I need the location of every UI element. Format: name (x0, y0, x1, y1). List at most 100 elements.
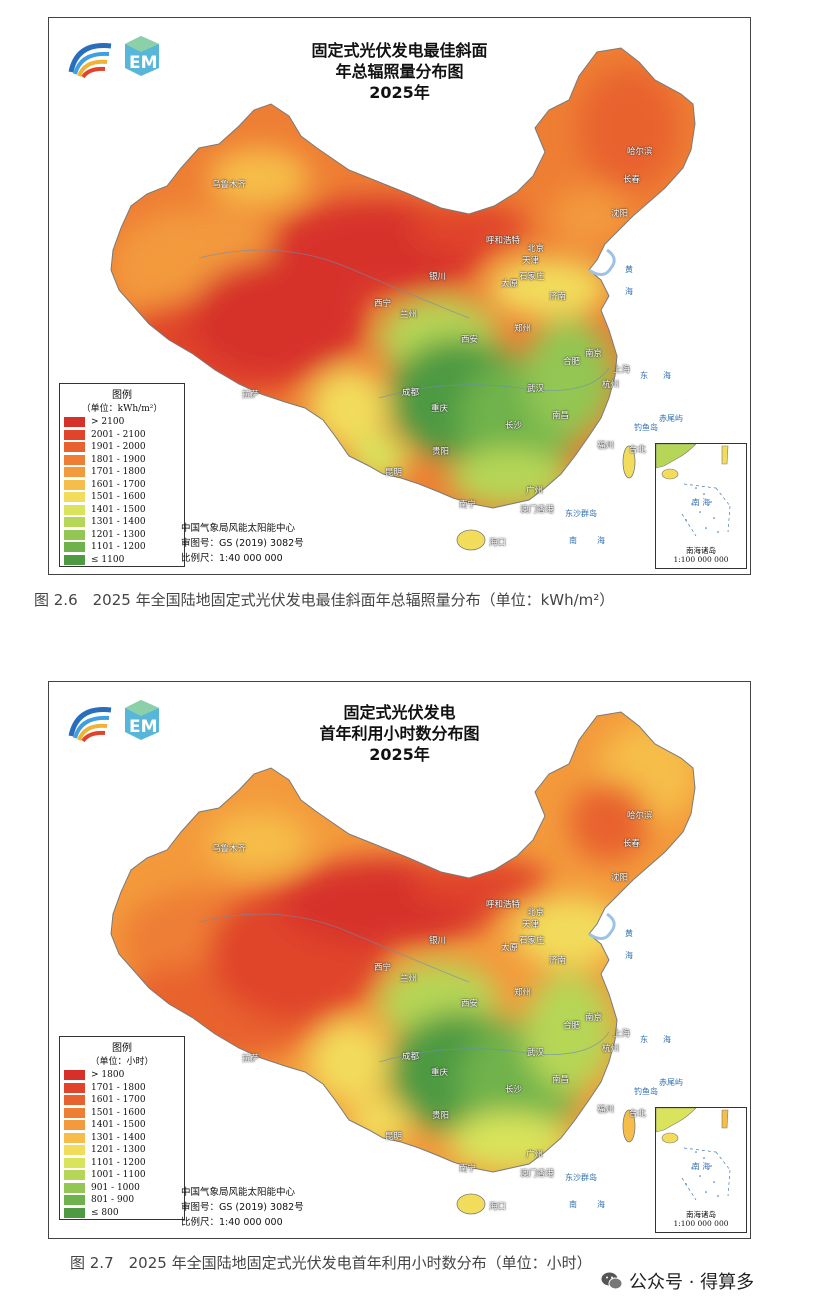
hainan-island (456, 529, 486, 551)
city-label: 广州 (526, 486, 544, 496)
sea-label: 海 (597, 1200, 605, 1209)
legend-swatch (64, 504, 85, 515)
city-label: 北京 (527, 244, 545, 254)
city-label: 福州 (597, 1105, 615, 1115)
legend-item: 901 - 1000 (60, 1182, 184, 1195)
sea-label: 海 (663, 371, 671, 380)
legend-item: 1001 - 1100 (60, 1169, 184, 1182)
legend-rows: > 2100 2001 - 2100 1901 - 2000 1801 - 1900 1… (60, 416, 184, 566)
legend-item: 1201 - 1300 (60, 1144, 184, 1157)
legend-unit: （单位：小时） (90, 1057, 154, 1067)
city-label: 郑州 (514, 988, 532, 998)
sea-label: 钓鱼岛 (634, 1087, 658, 1096)
legend-item: > 2100 (60, 416, 184, 429)
svg-text:EM: EM (129, 53, 158, 73)
city-label: 西宁 (374, 299, 392, 309)
city-label: 拉萨 (242, 390, 260, 400)
map-title: 固定式光伏发电最佳斜面 年总辐照量分布图 2025年 (49, 40, 750, 103)
city-label: 拉萨 (242, 1054, 260, 1064)
city-label: 上海 (613, 1029, 631, 1039)
city-label: 香港 (537, 1169, 555, 1179)
city-label: 贵阳 (432, 447, 450, 457)
sea-label: 东沙群岛 (565, 509, 597, 518)
city-label: 长沙 (505, 421, 523, 431)
city-label: 重庆 (431, 1068, 449, 1078)
legend-item: 1701 - 1800 (60, 466, 184, 479)
city-label: 哈尔滨 (627, 147, 653, 157)
map-title-line: 2025年 (369, 83, 430, 102)
city-label: 石家庄 (519, 936, 545, 946)
city-label: 乌鲁木齐 (212, 180, 247, 190)
legend-swatch (64, 1070, 85, 1081)
map-credit: 中国气象局风能太阳能中心 审图号：GS (2019) 3082号 比例尺：1:4… (181, 521, 351, 566)
legend-item: 1301 - 1400 (60, 516, 184, 529)
map-credit: 中国气象局风能太阳能中心 审图号：GS (2019) 3082号 比例尺：1:4… (181, 1185, 351, 1230)
map-title-line: 固定式光伏发电最佳斜面 (311, 41, 488, 60)
em-logo: EM (125, 36, 159, 76)
city-label: 太原 (501, 279, 519, 289)
legend-label: 1701 - 1800 (91, 1082, 146, 1093)
inset-sea-label: 南 海 (691, 1162, 711, 1171)
credit-scale: 比例尺：1:40 000 000 (181, 553, 283, 564)
legend-item: 1601 - 1700 (60, 479, 184, 492)
credit-scale: 比例尺：1:40 000 000 (181, 1217, 283, 1228)
city-label: 南宁 (459, 1164, 477, 1174)
city-label: 南昌 (552, 1075, 570, 1085)
city-label: 银川 (429, 272, 447, 282)
city-label: 澳门 (520, 1169, 538, 1179)
river-line (198, 913, 470, 983)
map-title: 固定式光伏发电 首年利用小时数分布图 2025年 (49, 702, 750, 765)
city-label: 呼和浩特 (486, 900, 521, 910)
sea-label: 东 (640, 371, 648, 380)
legend-swatch (64, 1195, 85, 1206)
legend-label: 1501 - 1600 (91, 1107, 146, 1118)
bohai-coast (588, 248, 616, 276)
svg-text:EM: EM (129, 717, 158, 737)
legend-swatch (64, 1145, 85, 1156)
legend-swatch (64, 554, 85, 565)
city-label: 重庆 (431, 404, 449, 414)
city-label: 武汉 (527, 384, 545, 394)
city-label: 银川 (429, 936, 447, 946)
legend-label: 2001 - 2100 (91, 429, 146, 440)
legend-item: 1701 - 1800 (60, 1082, 184, 1095)
wechat-icon (601, 1271, 623, 1291)
city-label: 香港 (537, 505, 555, 515)
city-label: 南宁 (459, 500, 477, 510)
legend-label: 1101 - 1200 (91, 542, 146, 553)
inset-title: 南海诸岛 (686, 1210, 716, 1219)
legend-label: 1701 - 1800 (91, 467, 146, 478)
legend-label: > 1800 (91, 1070, 125, 1081)
sea-label: 赤尾屿 (659, 414, 683, 423)
legend-item: 801 - 900 (60, 1194, 184, 1207)
sea-label: 赤尾屿 (659, 1078, 683, 1087)
city-label: 台北 (629, 1109, 647, 1119)
legend-swatch (64, 529, 85, 540)
legend-label: ≤ 800 (91, 1207, 119, 1218)
city-label: 武汉 (527, 1048, 545, 1058)
south-china-sea-inset: 南 海 南海诸岛 1:100 000 000 (655, 1107, 747, 1233)
city-label: 乌鲁木齐 (212, 844, 247, 854)
legend-item: 1401 - 1500 (60, 504, 184, 517)
city-label: 济南 (549, 956, 567, 966)
legend-swatch (64, 1132, 85, 1143)
city-label: 西宁 (374, 963, 392, 973)
legend-item: 1901 - 2000 (60, 441, 184, 454)
city-label: 兰州 (400, 310, 418, 320)
city-label: 南京 (585, 1013, 603, 1023)
legend-swatch (64, 442, 85, 453)
legend-label: 901 - 1000 (91, 1182, 140, 1193)
city-label: 上海 (613, 365, 631, 375)
map-title-line: 2025年 (369, 745, 430, 764)
legend-item: ≤ 800 (60, 1207, 184, 1220)
city-label: 成都 (402, 1052, 420, 1062)
sea-label: 海 (663, 1035, 671, 1044)
inset-scale: 1:100 000 000 (673, 555, 729, 564)
city-label: 石家庄 (519, 272, 545, 282)
city-label: 哈尔滨 (627, 811, 653, 821)
legend-item: > 1800 (60, 1069, 184, 1082)
legend-label: 1601 - 1700 (91, 1095, 146, 1106)
taiwan-island (622, 445, 636, 479)
legend-title: 图例 (112, 1043, 132, 1054)
legend-swatch (64, 542, 85, 553)
